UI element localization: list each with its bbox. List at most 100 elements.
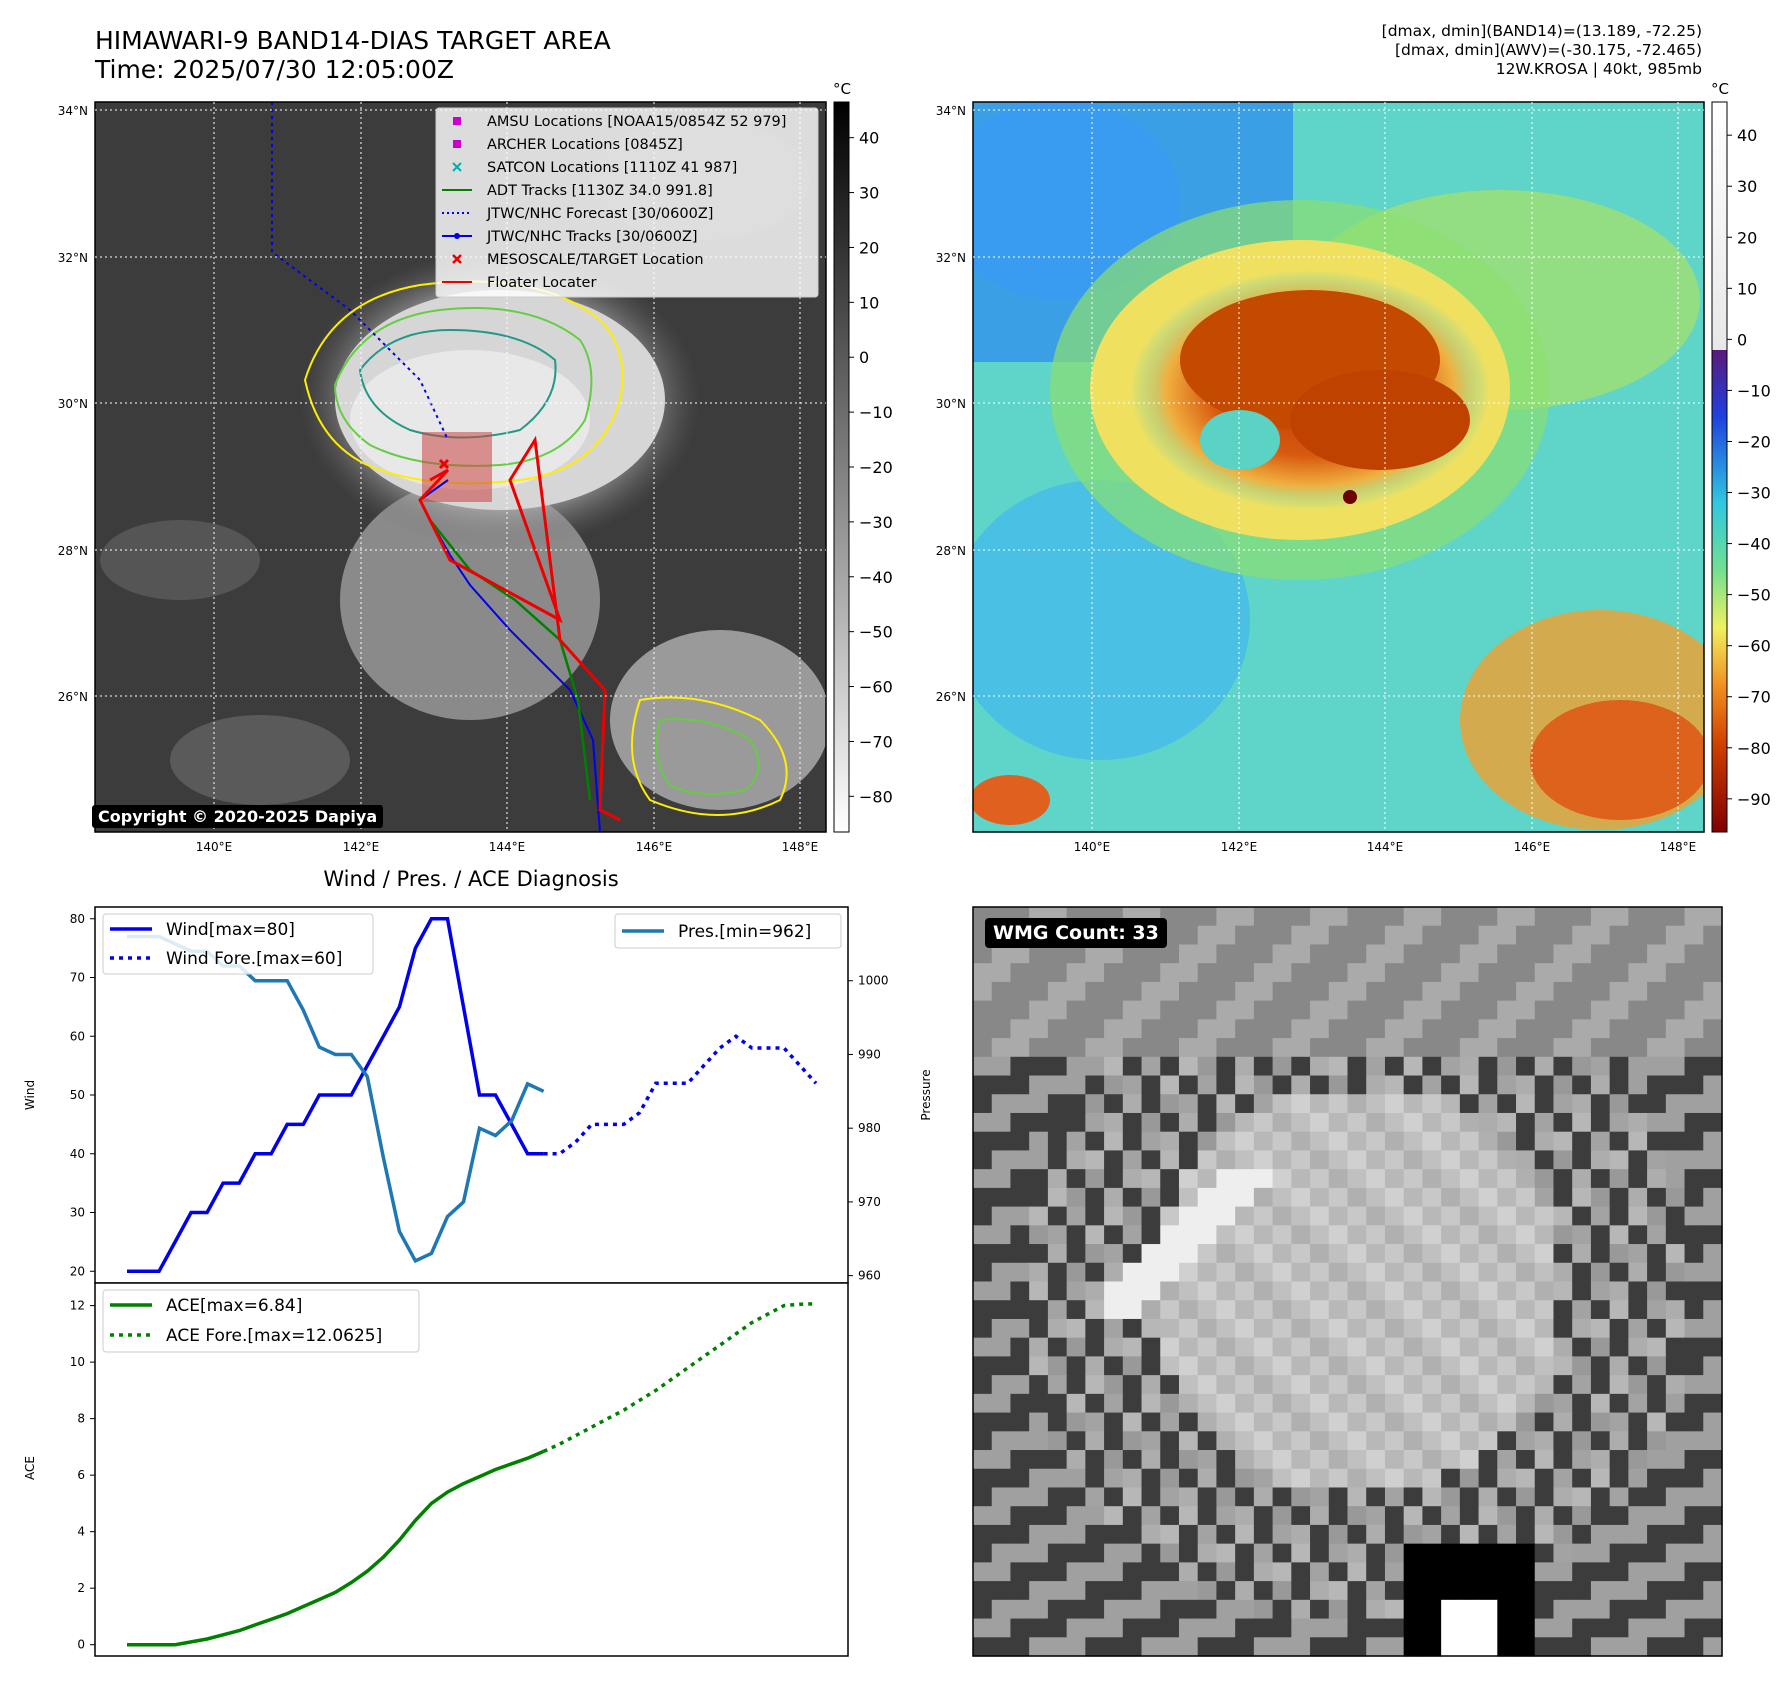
legend-label: AMSU Locations [NOAA15/0854Z 52 979]: [487, 114, 786, 130]
lon-label: 142°E: [343, 840, 380, 854]
target-marker: [438, 458, 450, 470]
map-legend: AMSU Locations [NOAA15/0854Z 52 979] ARC…: [435, 107, 819, 298]
title-line-2: Time: 2025/07/30 12:05:00Z: [95, 55, 454, 84]
pressure-tick-label: 970: [858, 1195, 881, 1209]
colorbar-tick-label: 0: [1737, 330, 1747, 349]
ace-forecast-legend-label: ACE Fore.[max=12.0625]: [166, 1326, 382, 1346]
info-line-3: 12W.KROSA | 40kt, 985mb: [1495, 60, 1702, 78]
ace-y-ticks: 0 2 4 6 8 10 12: [70, 1299, 95, 1652]
wmg-panel: [972, 906, 1723, 1657]
wind-axis-label: Wind: [23, 1080, 37, 1110]
ace-tick-label: 12: [70, 1299, 85, 1313]
pressure-axis-label: Pressure: [919, 1069, 933, 1120]
legend-label: JTWC/NHC Tracks [30/0600Z]: [486, 229, 698, 245]
ace-axis-label: ACE: [23, 1456, 37, 1480]
lon-label: 140°E: [196, 840, 233, 854]
info-line-2: [dmax, dmin](AWV)=(-30.175, -72.465): [1395, 41, 1702, 59]
ace-tick-label: 2: [77, 1581, 85, 1595]
wmg-pixel-field: [973, 907, 1723, 1657]
ir-colorbar: [833, 101, 850, 833]
title-line-1: HIMAWARI-9 BAND14-DIAS TARGET AREA: [95, 26, 611, 55]
ir-lat-labels: 34°N 32°N 30°N 28°N 26°N: [58, 104, 88, 704]
colorbar-tick-label: −80: [859, 787, 893, 806]
lat-label: 32°N: [936, 251, 966, 265]
lon-label: 146°E: [636, 840, 673, 854]
colorbar-tick-label: 20: [1737, 228, 1757, 247]
ir-colorbar-ticks: 40 30 20 10 0 −10 −20 −30 −40 −50 −60 −70 −80: [849, 129, 893, 806]
ace-tick-label: 0: [77, 1638, 85, 1652]
ir-map-frame: [94, 101, 827, 833]
legend-label: SATCON Locations [1110Z 41 987]: [487, 160, 737, 176]
lat-label: 34°N: [936, 104, 966, 118]
wind-tick-label: 80: [70, 912, 85, 926]
ace-line: [127, 1449, 545, 1647]
target-legend-icon: [452, 254, 462, 264]
pressure-legend-label: Pres.[min=962]: [678, 922, 811, 942]
lat-label: 32°N: [58, 251, 88, 265]
jtwc-forecast-track: [271, 102, 449, 441]
colorbar-tick-label: −30: [859, 513, 893, 532]
colorbar-tick-label: 30: [1737, 177, 1757, 196]
colorbar-tick-label: −30: [1737, 484, 1771, 503]
pressure-tick-label: 960: [858, 1269, 881, 1283]
lat-label: 28°N: [936, 544, 966, 558]
colorbar-tick-label: 10: [1737, 279, 1757, 298]
ir-lon-labels: 140°E 142°E 144°E 146°E 148°E: [196, 840, 819, 854]
colorbar-tick-label: 40: [1737, 126, 1757, 145]
figure-title: HIMAWARI-9 BAND14-DIAS TARGET AREA Time:…: [95, 26, 611, 84]
wind-pressure-chart: Wind / Pres. / ACE Diagnosis 20 30 40 50 60 7…: [23, 867, 933, 1284]
ace-tick-label: 4: [77, 1525, 85, 1539]
legend-label: MESOSCALE/TARGET Location: [487, 252, 704, 268]
satcon-legend-icon: [452, 162, 462, 172]
lon-label: 142°E: [1221, 840, 1258, 854]
wind-y-ticks: 20 30 40 50 60 70 80: [70, 912, 95, 1278]
wind-tick-label: 20: [70, 1264, 85, 1278]
awv-map-gridlines: [973, 102, 1704, 832]
legend-label: Floater Locater: [487, 275, 596, 291]
colorbar-tick-label: −60: [1737, 637, 1771, 656]
colorbar-tick-label: −60: [859, 678, 893, 697]
pressure-y-ticks: 960 970 980 990 1000: [848, 974, 889, 1283]
colorbar-tick-label: −70: [859, 732, 893, 751]
archer-legend-icon: [453, 140, 461, 148]
awv-map-panel: 34°N 32°N 30°N 28°N 26°N 140°E 142°E 144…: [936, 80, 1771, 854]
awv-colorbar: [1711, 101, 1728, 833]
wind-tick-label: 30: [70, 1206, 85, 1220]
colorbar-tick-label: −20: [859, 458, 893, 477]
colorbar-tick-label: 30: [859, 184, 879, 203]
ace-series-group: [127, 1302, 817, 1647]
pressure-tick-label: 1000: [858, 974, 889, 988]
colorbar-tick-label: −40: [1737, 535, 1771, 554]
info-line-1: [dmax, dmin](BAND14)=(13.189, -72.25): [1381, 22, 1702, 40]
awv-map-frame: [972, 101, 1705, 833]
wind-forecast-line: [543, 1034, 818, 1156]
wind-legend: Wind[max=80] Wind Fore.[max=60]: [102, 913, 374, 975]
pressure-legend: Pres.[min=962]: [614, 913, 842, 949]
lat-label: 26°N: [58, 690, 88, 704]
colorbar-tick-label: −50: [1737, 586, 1771, 605]
lat-label: 30°N: [58, 397, 88, 411]
colorbar-tick-label: −10: [1737, 381, 1771, 400]
legend-label: ARCHER Locations [0845Z]: [487, 137, 683, 153]
ace-legend: ACE[max=6.84] ACE Fore.[max=12.0625]: [102, 1289, 420, 1353]
lat-label: 30°N: [936, 397, 966, 411]
floater-track: [418, 435, 621, 822]
ace-tick-label: 8: [77, 1412, 85, 1426]
colorbar-tick-label: 40: [859, 129, 879, 148]
amsu-legend-icon: [453, 117, 461, 125]
lon-label: 146°E: [1514, 840, 1551, 854]
ace-tick-label: 6: [77, 1468, 85, 1482]
colorbar-tick-label: −40: [859, 568, 893, 587]
colorbar-tick-label: −80: [1737, 739, 1771, 758]
storm-info: [dmax, dmin](BAND14)=(13.189, -72.25) [d…: [1382, 22, 1702, 79]
lat-label: 26°N: [936, 690, 966, 704]
awv-lat-labels: 34°N 32°N 30°N 28°N 26°N: [936, 104, 966, 704]
awv-field: [973, 102, 1704, 830]
colorbar-tick-label: −50: [859, 623, 893, 642]
wind-forecast-legend-label: Wind Fore.[max=60]: [166, 949, 342, 969]
wind-line: [127, 917, 544, 1274]
colorbar-tick-label: 20: [859, 238, 879, 257]
wind-legend-label: Wind[max=80]: [166, 920, 295, 940]
lon-label: 144°E: [1367, 840, 1404, 854]
